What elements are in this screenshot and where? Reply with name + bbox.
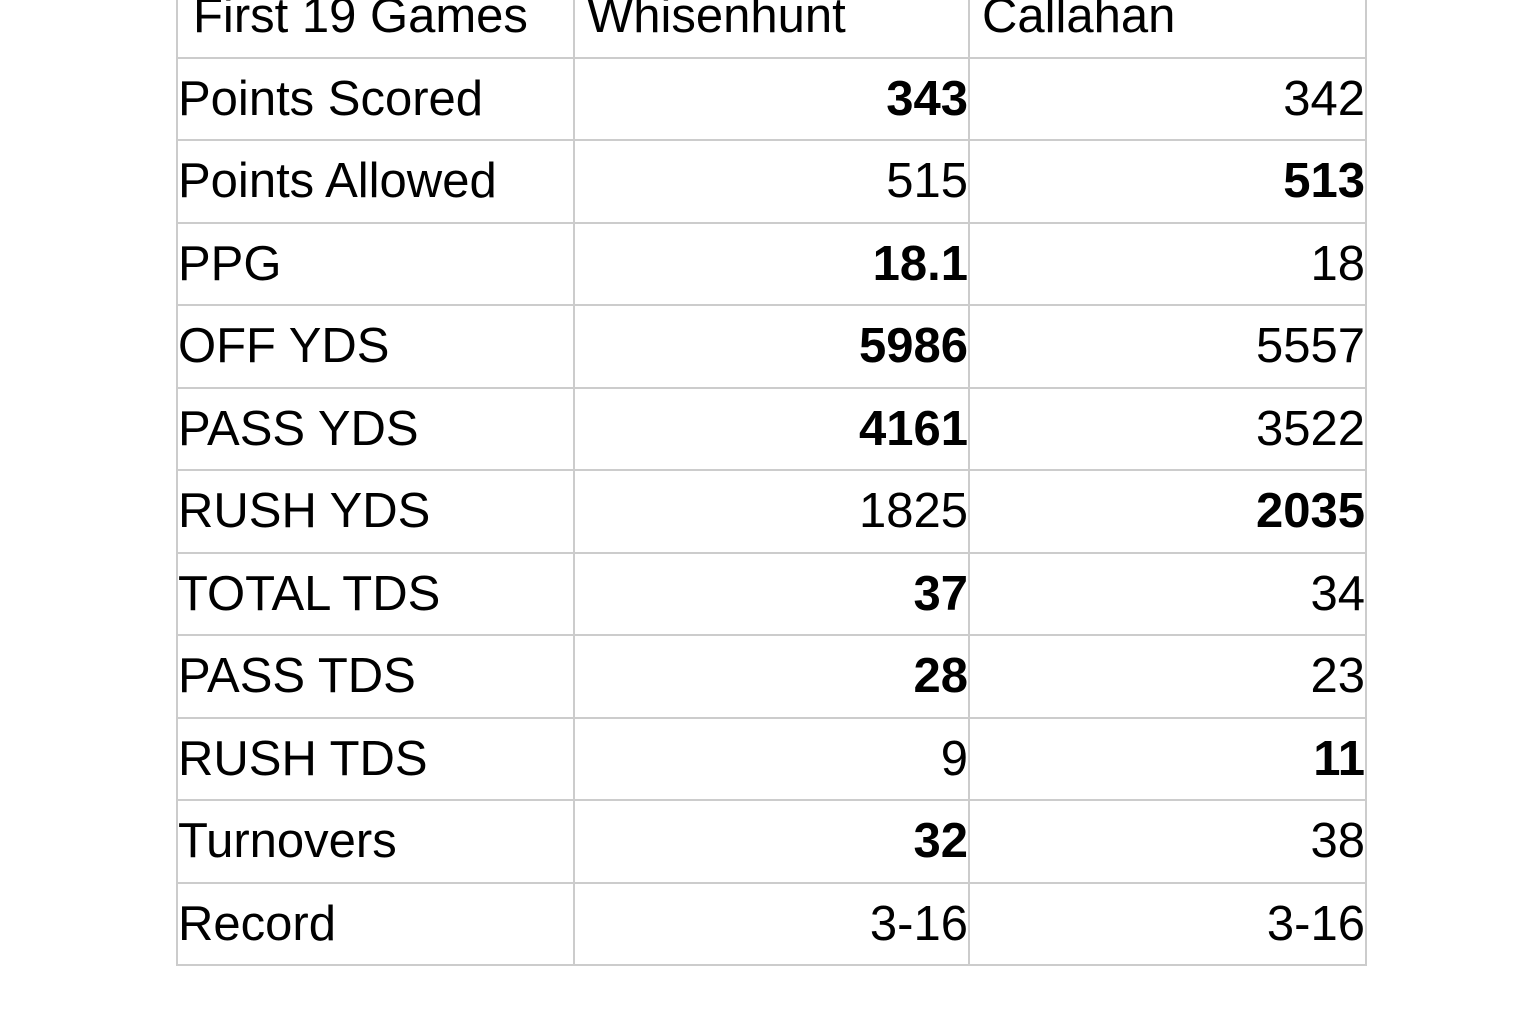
whisenhunt-value: 1825 xyxy=(573,469,970,554)
header-callahan: Callahan xyxy=(968,0,1367,59)
row-label: PPG xyxy=(176,221,575,306)
table-row: OFF YDS 5986 5557 xyxy=(176,304,1367,389)
table-header-row: First 19 Games Whisenhunt Callahan xyxy=(176,0,1367,59)
table-row: TOTAL TDS 37 34 xyxy=(176,551,1367,636)
table-row: PASS TDS 28 23 xyxy=(176,634,1367,719)
callahan-value: 342 xyxy=(968,56,1367,141)
callahan-value: 3-16 xyxy=(968,881,1367,966)
table-row: Points Scored 343 342 xyxy=(176,56,1367,141)
callahan-value: 23 xyxy=(968,634,1367,719)
whisenhunt-value: 4161 xyxy=(573,386,970,471)
callahan-value: 34 xyxy=(968,551,1367,636)
whisenhunt-value: 343 xyxy=(573,56,970,141)
header-first-19-games: First 19 Games xyxy=(176,0,575,59)
row-label: TOTAL TDS xyxy=(176,551,575,636)
whisenhunt-value: 3-16 xyxy=(573,881,970,966)
whisenhunt-value: 515 xyxy=(573,139,970,224)
whisenhunt-value: 28 xyxy=(573,634,970,719)
row-label: Points Allowed xyxy=(176,139,575,224)
whisenhunt-value: 9 xyxy=(573,716,970,801)
table-row: RUSH TDS 9 11 xyxy=(176,716,1367,801)
whisenhunt-value: 18.1 xyxy=(573,221,970,306)
header-whisenhunt: Whisenhunt xyxy=(573,0,970,59)
table-row: RUSH YDS 1825 2035 xyxy=(176,469,1367,554)
table-row: Turnovers 32 38 xyxy=(176,799,1367,884)
callahan-value: 5557 xyxy=(968,304,1367,389)
row-label: PASS YDS xyxy=(176,386,575,471)
table-row: Record 3-16 3-16 xyxy=(176,881,1367,966)
table-body: Points Scored 343 342 Points Allowed 515 513 P… xyxy=(176,56,1367,966)
row-label: OFF YDS xyxy=(176,304,575,389)
stats-comparison-table: First 19 Games Whisenhunt Callahan Point… xyxy=(176,0,1367,966)
callahan-value: 11 xyxy=(968,716,1367,801)
row-label: PASS TDS xyxy=(176,634,575,719)
whisenhunt-value: 32 xyxy=(573,799,970,884)
whisenhunt-value: 5986 xyxy=(573,304,970,389)
whisenhunt-value: 37 xyxy=(573,551,970,636)
table-row: Points Allowed 515 513 xyxy=(176,139,1367,224)
callahan-value: 513 xyxy=(968,139,1367,224)
row-label: Points Scored xyxy=(176,56,575,141)
table-row: PPG 18.1 18 xyxy=(176,221,1367,306)
row-label: Record xyxy=(176,881,575,966)
row-label: Turnovers xyxy=(176,799,575,884)
callahan-value: 3522 xyxy=(968,386,1367,471)
row-label: RUSH YDS xyxy=(176,469,575,554)
callahan-value: 18 xyxy=(968,221,1367,306)
callahan-value: 38 xyxy=(968,799,1367,884)
row-label: RUSH TDS xyxy=(176,716,575,801)
table-row: PASS YDS 4161 3522 xyxy=(176,386,1367,471)
callahan-value: 2035 xyxy=(968,469,1367,554)
